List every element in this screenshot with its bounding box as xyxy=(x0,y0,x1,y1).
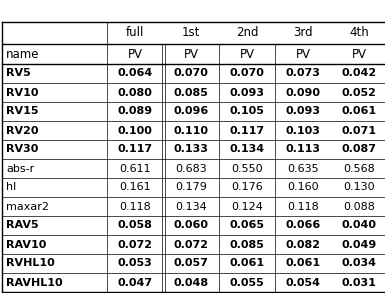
Text: abs-r: abs-r xyxy=(6,163,34,173)
Text: name: name xyxy=(6,47,40,60)
Text: 0.070: 0.070 xyxy=(229,69,264,79)
Text: 0.085: 0.085 xyxy=(174,88,208,98)
Text: RAV10: RAV10 xyxy=(6,239,46,250)
Text: 0.089: 0.089 xyxy=(117,106,152,117)
Text: RVHL10: RVHL10 xyxy=(6,258,55,268)
Text: 0.088: 0.088 xyxy=(343,202,375,212)
Text: 2nd: 2nd xyxy=(236,26,258,40)
Text: 0.093: 0.093 xyxy=(286,106,320,117)
Text: 0.568: 0.568 xyxy=(343,163,375,173)
Text: 0.031: 0.031 xyxy=(341,277,377,287)
Text: 0.061: 0.061 xyxy=(285,258,321,268)
Text: 0.054: 0.054 xyxy=(286,277,320,287)
Text: 0.105: 0.105 xyxy=(229,106,264,117)
Text: RV10: RV10 xyxy=(6,88,38,98)
Text: 0.047: 0.047 xyxy=(117,277,152,287)
Text: 0.080: 0.080 xyxy=(117,88,152,98)
Text: 0.103: 0.103 xyxy=(286,125,320,135)
Text: PV: PV xyxy=(239,47,254,60)
Text: 0.100: 0.100 xyxy=(117,125,152,135)
Text: 0.055: 0.055 xyxy=(229,277,264,287)
Text: 0.090: 0.090 xyxy=(286,88,320,98)
Text: 0.087: 0.087 xyxy=(341,144,377,154)
Text: 0.179: 0.179 xyxy=(175,183,207,193)
Text: 0.071: 0.071 xyxy=(341,125,377,135)
Text: 0.118: 0.118 xyxy=(287,202,319,212)
Text: 0.058: 0.058 xyxy=(117,221,152,231)
Text: 0.110: 0.110 xyxy=(174,125,209,135)
Text: 0.124: 0.124 xyxy=(231,202,263,212)
Text: 0.134: 0.134 xyxy=(229,144,264,154)
Text: 0.635: 0.635 xyxy=(287,163,319,173)
Text: 0.065: 0.065 xyxy=(229,221,264,231)
Text: PV: PV xyxy=(352,47,367,60)
Text: 3rd: 3rd xyxy=(293,26,313,40)
Text: 0.160: 0.160 xyxy=(287,183,319,193)
Text: PV: PV xyxy=(296,47,310,60)
Text: 0.042: 0.042 xyxy=(341,69,377,79)
Text: 0.550: 0.550 xyxy=(231,163,263,173)
Text: 0.072: 0.072 xyxy=(174,239,209,250)
Text: 0.072: 0.072 xyxy=(117,239,152,250)
Text: 0.060: 0.060 xyxy=(174,221,209,231)
Text: 0.052: 0.052 xyxy=(341,88,377,98)
Text: PV: PV xyxy=(184,47,199,60)
Text: 0.130: 0.130 xyxy=(343,183,375,193)
Text: 0.096: 0.096 xyxy=(173,106,209,117)
Text: hl: hl xyxy=(6,183,16,193)
Text: 0.117: 0.117 xyxy=(229,125,264,135)
Text: RV5: RV5 xyxy=(6,69,31,79)
Text: 0.061: 0.061 xyxy=(341,106,377,117)
Text: 0.066: 0.066 xyxy=(285,221,321,231)
Text: 0.085: 0.085 xyxy=(229,239,264,250)
Text: PV: PV xyxy=(127,47,142,60)
Text: 0.082: 0.082 xyxy=(286,239,320,250)
Text: 0.611: 0.611 xyxy=(119,163,151,173)
Text: 0.073: 0.073 xyxy=(286,69,320,79)
Text: full: full xyxy=(126,26,144,40)
Text: 0.049: 0.049 xyxy=(341,239,377,250)
Text: 0.093: 0.093 xyxy=(229,88,264,98)
Text: 0.176: 0.176 xyxy=(231,183,263,193)
Text: 0.113: 0.113 xyxy=(286,144,320,154)
Text: 0.134: 0.134 xyxy=(175,202,207,212)
Text: 0.118: 0.118 xyxy=(119,202,151,212)
Text: 0.053: 0.053 xyxy=(118,258,152,268)
Text: 0.048: 0.048 xyxy=(173,277,209,287)
Text: 4th: 4th xyxy=(349,26,369,40)
Text: 0.117: 0.117 xyxy=(117,144,152,154)
Text: 1st: 1st xyxy=(182,26,200,40)
Text: maxar2: maxar2 xyxy=(6,202,49,212)
Text: 0.057: 0.057 xyxy=(174,258,208,268)
Text: RV15: RV15 xyxy=(6,106,38,117)
Text: 0.161: 0.161 xyxy=(119,183,151,193)
Text: RAV5: RAV5 xyxy=(6,221,38,231)
Text: RV30: RV30 xyxy=(6,144,38,154)
Text: 0.070: 0.070 xyxy=(174,69,208,79)
Text: 0.683: 0.683 xyxy=(175,163,207,173)
Text: RAVHL10: RAVHL10 xyxy=(6,277,63,287)
Text: 0.061: 0.061 xyxy=(229,258,264,268)
Text: 0.034: 0.034 xyxy=(341,258,377,268)
Text: RV20: RV20 xyxy=(6,125,38,135)
Text: 0.133: 0.133 xyxy=(174,144,208,154)
Text: 0.064: 0.064 xyxy=(117,69,152,79)
Text: 0.040: 0.040 xyxy=(341,221,377,231)
